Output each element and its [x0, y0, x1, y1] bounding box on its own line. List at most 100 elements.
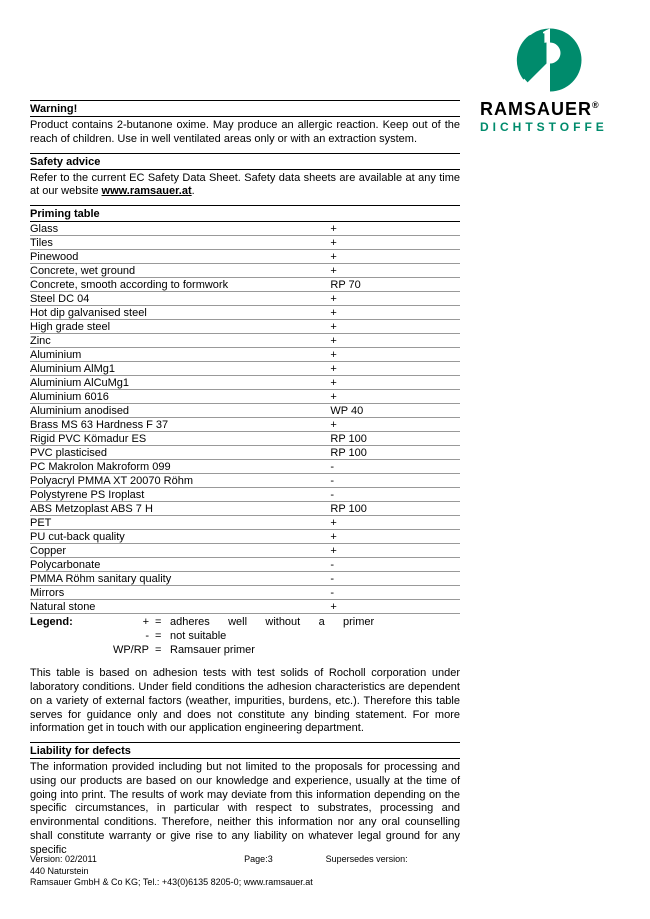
value-cell: RP 100	[322, 502, 460, 516]
value-cell: +	[322, 264, 460, 278]
table-row: Aluminium+	[30, 348, 460, 362]
value-cell: +	[322, 250, 460, 264]
logo-icon	[515, 25, 585, 95]
table-row: Zinc+	[30, 334, 460, 348]
table-row: PU cut-back quality+	[30, 530, 460, 544]
table-row: Aluminium AlMg1+	[30, 362, 460, 376]
table-row: Mirrors-	[30, 586, 460, 600]
material-cell: Glass	[30, 222, 322, 236]
material-cell: Zinc	[30, 334, 322, 348]
material-cell: Natural stone	[30, 600, 322, 614]
material-cell: Aluminium AlMg1	[30, 362, 322, 376]
material-cell: ABS Metzoplast ABS 7 H	[30, 502, 322, 516]
table-row: Tiles+	[30, 236, 460, 250]
material-cell: Copper	[30, 544, 322, 558]
table-row: Concrete, smooth according to formworkRP…	[30, 278, 460, 292]
material-cell: PVC plasticised	[30, 446, 322, 460]
material-cell: Brass MS 63 Hardness F 37	[30, 418, 322, 432]
footer-supersedes: Supersedes version:	[326, 854, 460, 866]
value-cell: +	[322, 516, 460, 530]
material-cell: PET	[30, 516, 322, 530]
website-link[interactable]: www.ramsauer.at	[102, 185, 192, 197]
table-row: Steel DC 04+	[30, 292, 460, 306]
table-row: Pinewood+	[30, 250, 460, 264]
table-row: Polyacryl PMMA XT 20070 Röhm-	[30, 474, 460, 488]
value-cell: +	[322, 334, 460, 348]
material-cell: Polycarbonate	[30, 558, 322, 572]
footer-page: Page:3	[191, 854, 325, 866]
table-row: Glass+	[30, 222, 460, 236]
value-cell: -	[322, 558, 460, 572]
material-cell: PU cut-back quality	[30, 530, 322, 544]
value-cell: +	[322, 222, 460, 236]
footer-version: Version: 02/2011	[30, 854, 191, 866]
legend-label: Legend:	[30, 616, 100, 630]
table-row: PET+	[30, 516, 460, 530]
table-row: Aluminium anodisedWP 40	[30, 404, 460, 418]
priming-heading: Priming table	[30, 205, 460, 221]
material-cell: PC Makrolon Makroform 099	[30, 460, 322, 474]
material-cell: Pinewood	[30, 250, 322, 264]
main-content: Warning! Product contains 2-butanone oxi…	[30, 100, 460, 863]
material-cell: PMMA Röhm sanitary quality	[30, 572, 322, 586]
logo-brand-text: RAMSAUER®	[480, 99, 620, 120]
liability-heading: Liability for defects	[30, 742, 460, 758]
table-row: Copper+	[30, 544, 460, 558]
logo-subtitle: DICHTSTOFFE	[480, 120, 620, 134]
material-cell: Polyacryl PMMA XT 20070 Röhm	[30, 474, 322, 488]
table-row: Aluminium 6016+	[30, 390, 460, 404]
warning-body: Product contains 2-butanone oxime. May p…	[30, 116, 460, 153]
value-cell: -	[322, 572, 460, 586]
value-cell: RP 70	[322, 278, 460, 292]
legend: Legend: + = adheres well without a prime…	[30, 614, 460, 663]
value-cell: RP 100	[322, 432, 460, 446]
table-row: PMMA Röhm sanitary quality-	[30, 572, 460, 586]
material-cell: Hot dip galvanised steel	[30, 306, 322, 320]
safety-heading: Safety advice	[30, 153, 460, 169]
value-cell: +	[322, 306, 460, 320]
value-cell: -	[322, 474, 460, 488]
table-disclaimer: This table is based on adhesion tests wi…	[30, 663, 460, 742]
legend-sym: +	[100, 616, 155, 630]
table-row: PC Makrolon Makroform 099-	[30, 460, 460, 474]
value-cell: +	[322, 236, 460, 250]
brand-logo: RAMSAUER® DICHTSTOFFE	[480, 25, 620, 134]
table-row: Hot dip galvanised steel+	[30, 306, 460, 320]
value-cell: +	[322, 544, 460, 558]
safety-body: Refer to the current EC Safety Data Shee…	[30, 169, 460, 206]
value-cell: +	[322, 600, 460, 614]
value-cell: +	[322, 390, 460, 404]
value-cell: +	[322, 320, 460, 334]
material-cell: Aluminium	[30, 348, 322, 362]
legend-desc: not suitable	[170, 630, 460, 644]
page-footer: Version: 02/2011 Page:3 Supersedes versi…	[30, 854, 460, 889]
table-row: ABS Metzoplast ABS 7 HRP 100	[30, 502, 460, 516]
value-cell: RP 100	[322, 446, 460, 460]
table-row: High grade steel+	[30, 320, 460, 334]
value-cell: +	[322, 362, 460, 376]
footer-product: 440 Naturstein	[30, 866, 460, 878]
value-cell: +	[322, 530, 460, 544]
value-cell: -	[322, 586, 460, 600]
legend-sym: -	[100, 630, 155, 644]
value-cell: -	[322, 460, 460, 474]
value-cell: +	[322, 376, 460, 390]
table-row: PVC plasticisedRP 100	[30, 446, 460, 460]
table-row: Natural stone+	[30, 600, 460, 614]
material-cell: Steel DC 04	[30, 292, 322, 306]
material-cell: Tiles	[30, 236, 322, 250]
material-cell: Concrete, wet ground	[30, 264, 322, 278]
priming-table: Glass+Tiles+Pinewood+Concrete, wet groun…	[30, 221, 460, 614]
value-cell: +	[322, 348, 460, 362]
table-row: Polycarbonate-	[30, 558, 460, 572]
legend-sym: WP/RP	[100, 644, 155, 658]
material-cell: Aluminium anodised	[30, 404, 322, 418]
table-row: Concrete, wet ground+	[30, 264, 460, 278]
material-cell: Mirrors	[30, 586, 322, 600]
material-cell: Aluminium AlCuMg1	[30, 376, 322, 390]
legend-desc: Ramsauer primer	[170, 644, 460, 658]
footer-company: Ramsauer GmbH & Co KG; Tel.: +43(0)6135 …	[30, 877, 460, 889]
value-cell: WP 40	[322, 404, 460, 418]
table-row: Brass MS 63 Hardness F 37+	[30, 418, 460, 432]
table-row: Aluminium AlCuMg1+	[30, 376, 460, 390]
